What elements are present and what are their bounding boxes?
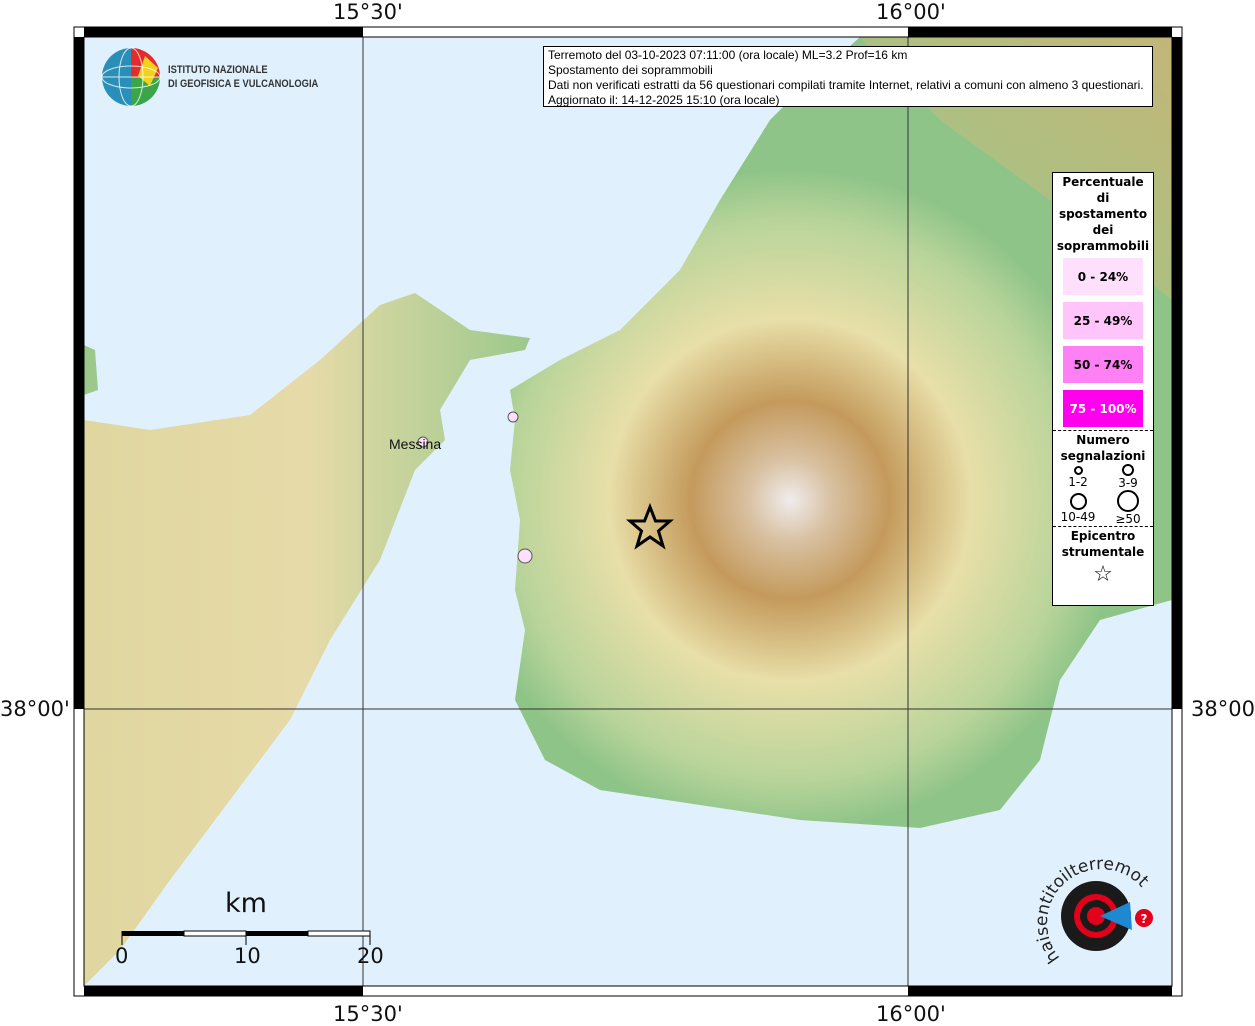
scale-tick-10: 10: [234, 944, 261, 968]
event-note: Dati non verificati estratti da 56 quest…: [548, 78, 1144, 92]
scale-unit: km: [225, 888, 267, 919]
epicenter-star-icon: [625, 502, 675, 550]
count-circle-large-icon: [1069, 493, 1087, 510]
event-updated: Aggiornato il: 14-12-2025 15:10 (ora loc…: [548, 93, 780, 107]
lon-label-bottom-1600: 16°00': [876, 1002, 946, 1026]
lon-label-top-1600: 16°00': [876, 0, 946, 24]
legend-class-0-24: 0 - 24%: [1063, 258, 1143, 295]
sicily-top-land: [84, 345, 98, 395]
intensity-point: [417, 436, 429, 448]
count-label-10-49: 10-49: [1060, 510, 1096, 524]
calabria-land: [510, 37, 1172, 828]
haisentito-logo: ? haisentitoilterremoto.it: [1030, 858, 1153, 967]
lon-label-bottom-1530: 15°30': [333, 1002, 403, 1026]
event-title: Terremoto del 03-10-2023 07:11:00 (ora l…: [548, 48, 908, 62]
legend-star-icon: ☆: [1093, 562, 1113, 587]
svg-text:?: ?: [1141, 912, 1148, 926]
legend-title: Percentuale di spostamento dei soprammob…: [1056, 175, 1150, 253]
count-label-3-9: 3-9: [1118, 476, 1138, 490]
legend-epicenter-title: Epicentro strumentale: [1061, 529, 1145, 559]
legend-count-title: Numero segnalazioni: [1060, 433, 1146, 463]
scale-bar: [121, 930, 371, 945]
ingv-globe-icon: [101, 47, 161, 107]
ingv-name-line2: DI GEOFISICA E VULCANOLOGIA: [168, 78, 319, 90]
map-frame: [73, 26, 1183, 997]
graticule: [84, 37, 1172, 986]
legend-class-25-49: 25 - 49%: [1063, 302, 1143, 339]
legend-class-50-74: 50 - 74%: [1063, 346, 1143, 383]
event-subject: Spostamento dei soprammobili: [548, 63, 713, 77]
place-label-messina: Messina: [389, 436, 442, 452]
intensity-point: [507, 411, 519, 423]
legend-class-75-100: 75 - 100%: [1063, 390, 1143, 427]
count-circle-small-icon: [1073, 466, 1083, 475]
intensity-point: [517, 548, 533, 564]
lon-label-top-1530: 15°30': [333, 0, 403, 24]
count-label-1-2: 1-2: [1068, 475, 1088, 489]
legend: Percentuale di spostamento dei soprammob…: [1052, 172, 1154, 606]
lat-label-right: 38°00': [1191, 697, 1255, 721]
event-info-box: Terremoto del 03-10-2023 07:11:00 (ora l…: [543, 46, 1153, 107]
sicily-land: [84, 293, 530, 986]
ingv-name-line1: ISTITUTO NAZIONALE: [168, 64, 268, 76]
ingv-logo: ISTITUTO NAZIONALE DI GEOFISICA E VULCAN…: [100, 46, 345, 108]
count-circle-xlarge-icon: [1117, 490, 1139, 512]
scale-tick-0: 0: [115, 944, 129, 968]
scale-tick-20: 20: [357, 944, 384, 968]
count-label-50plus: ≥50: [1115, 512, 1141, 526]
count-circle-medium-icon: [1122, 464, 1134, 476]
lat-label-left: 38°00': [0, 697, 70, 721]
